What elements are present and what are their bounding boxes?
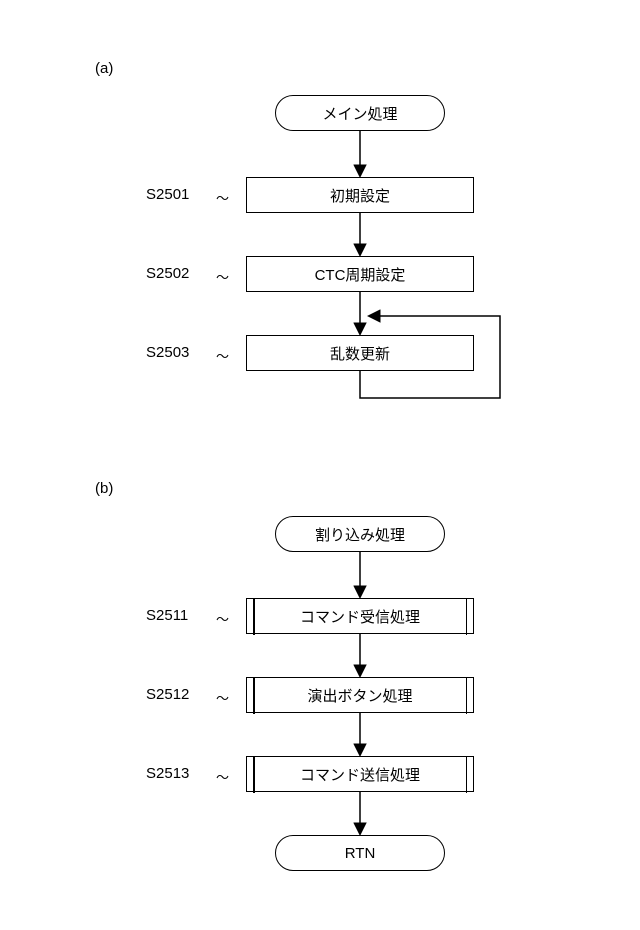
terminal-interrupt: 割り込み処理 bbox=[275, 516, 445, 552]
subprocess-send: コマンド送信処理 bbox=[246, 756, 474, 792]
connector-s2502: ～ bbox=[216, 267, 229, 286]
process-ctc-text: CTC周期設定 bbox=[315, 264, 406, 285]
connector-s2501: ～ bbox=[216, 188, 229, 207]
connector-s2512: ～ bbox=[216, 688, 229, 707]
subprocess-button-text: 演出ボタン処理 bbox=[307, 685, 412, 706]
terminal-rtn: RTN bbox=[275, 835, 445, 871]
section-a-label: (a) bbox=[95, 60, 113, 77]
subprocess-recv: コマンド受信処理 bbox=[246, 598, 474, 634]
step-label-s2511: S2511 bbox=[146, 607, 188, 624]
subprocess-send-text: コマンド送信処理 bbox=[300, 764, 420, 785]
step-label-s2513: S2513 bbox=[146, 765, 189, 782]
connector-s2511: ～ bbox=[216, 609, 229, 628]
terminal-main-text: メイン処理 bbox=[322, 103, 397, 124]
process-init-text: 初期設定 bbox=[330, 185, 390, 206]
connector-s2513: ～ bbox=[216, 767, 229, 786]
terminal-rtn-text: RTN bbox=[345, 845, 376, 862]
process-ctc: CTC周期設定 bbox=[246, 256, 474, 292]
step-label-s2502: S2502 bbox=[146, 265, 189, 282]
step-label-s2512: S2512 bbox=[146, 686, 189, 703]
subprocess-button: 演出ボタン処理 bbox=[246, 677, 474, 713]
process-rand-text: 乱数更新 bbox=[330, 343, 390, 364]
subprocess-recv-text: コマンド受信処理 bbox=[300, 606, 420, 627]
process-init: 初期設定 bbox=[246, 177, 474, 213]
section-b-label: (b) bbox=[95, 480, 113, 497]
connector-s2503: ～ bbox=[216, 346, 229, 365]
terminal-main: メイン処理 bbox=[275, 95, 445, 131]
step-label-s2501: S2501 bbox=[146, 186, 189, 203]
process-rand: 乱数更新 bbox=[246, 335, 474, 371]
terminal-interrupt-text: 割り込み処理 bbox=[315, 524, 405, 545]
step-label-s2503: S2503 bbox=[146, 344, 189, 361]
